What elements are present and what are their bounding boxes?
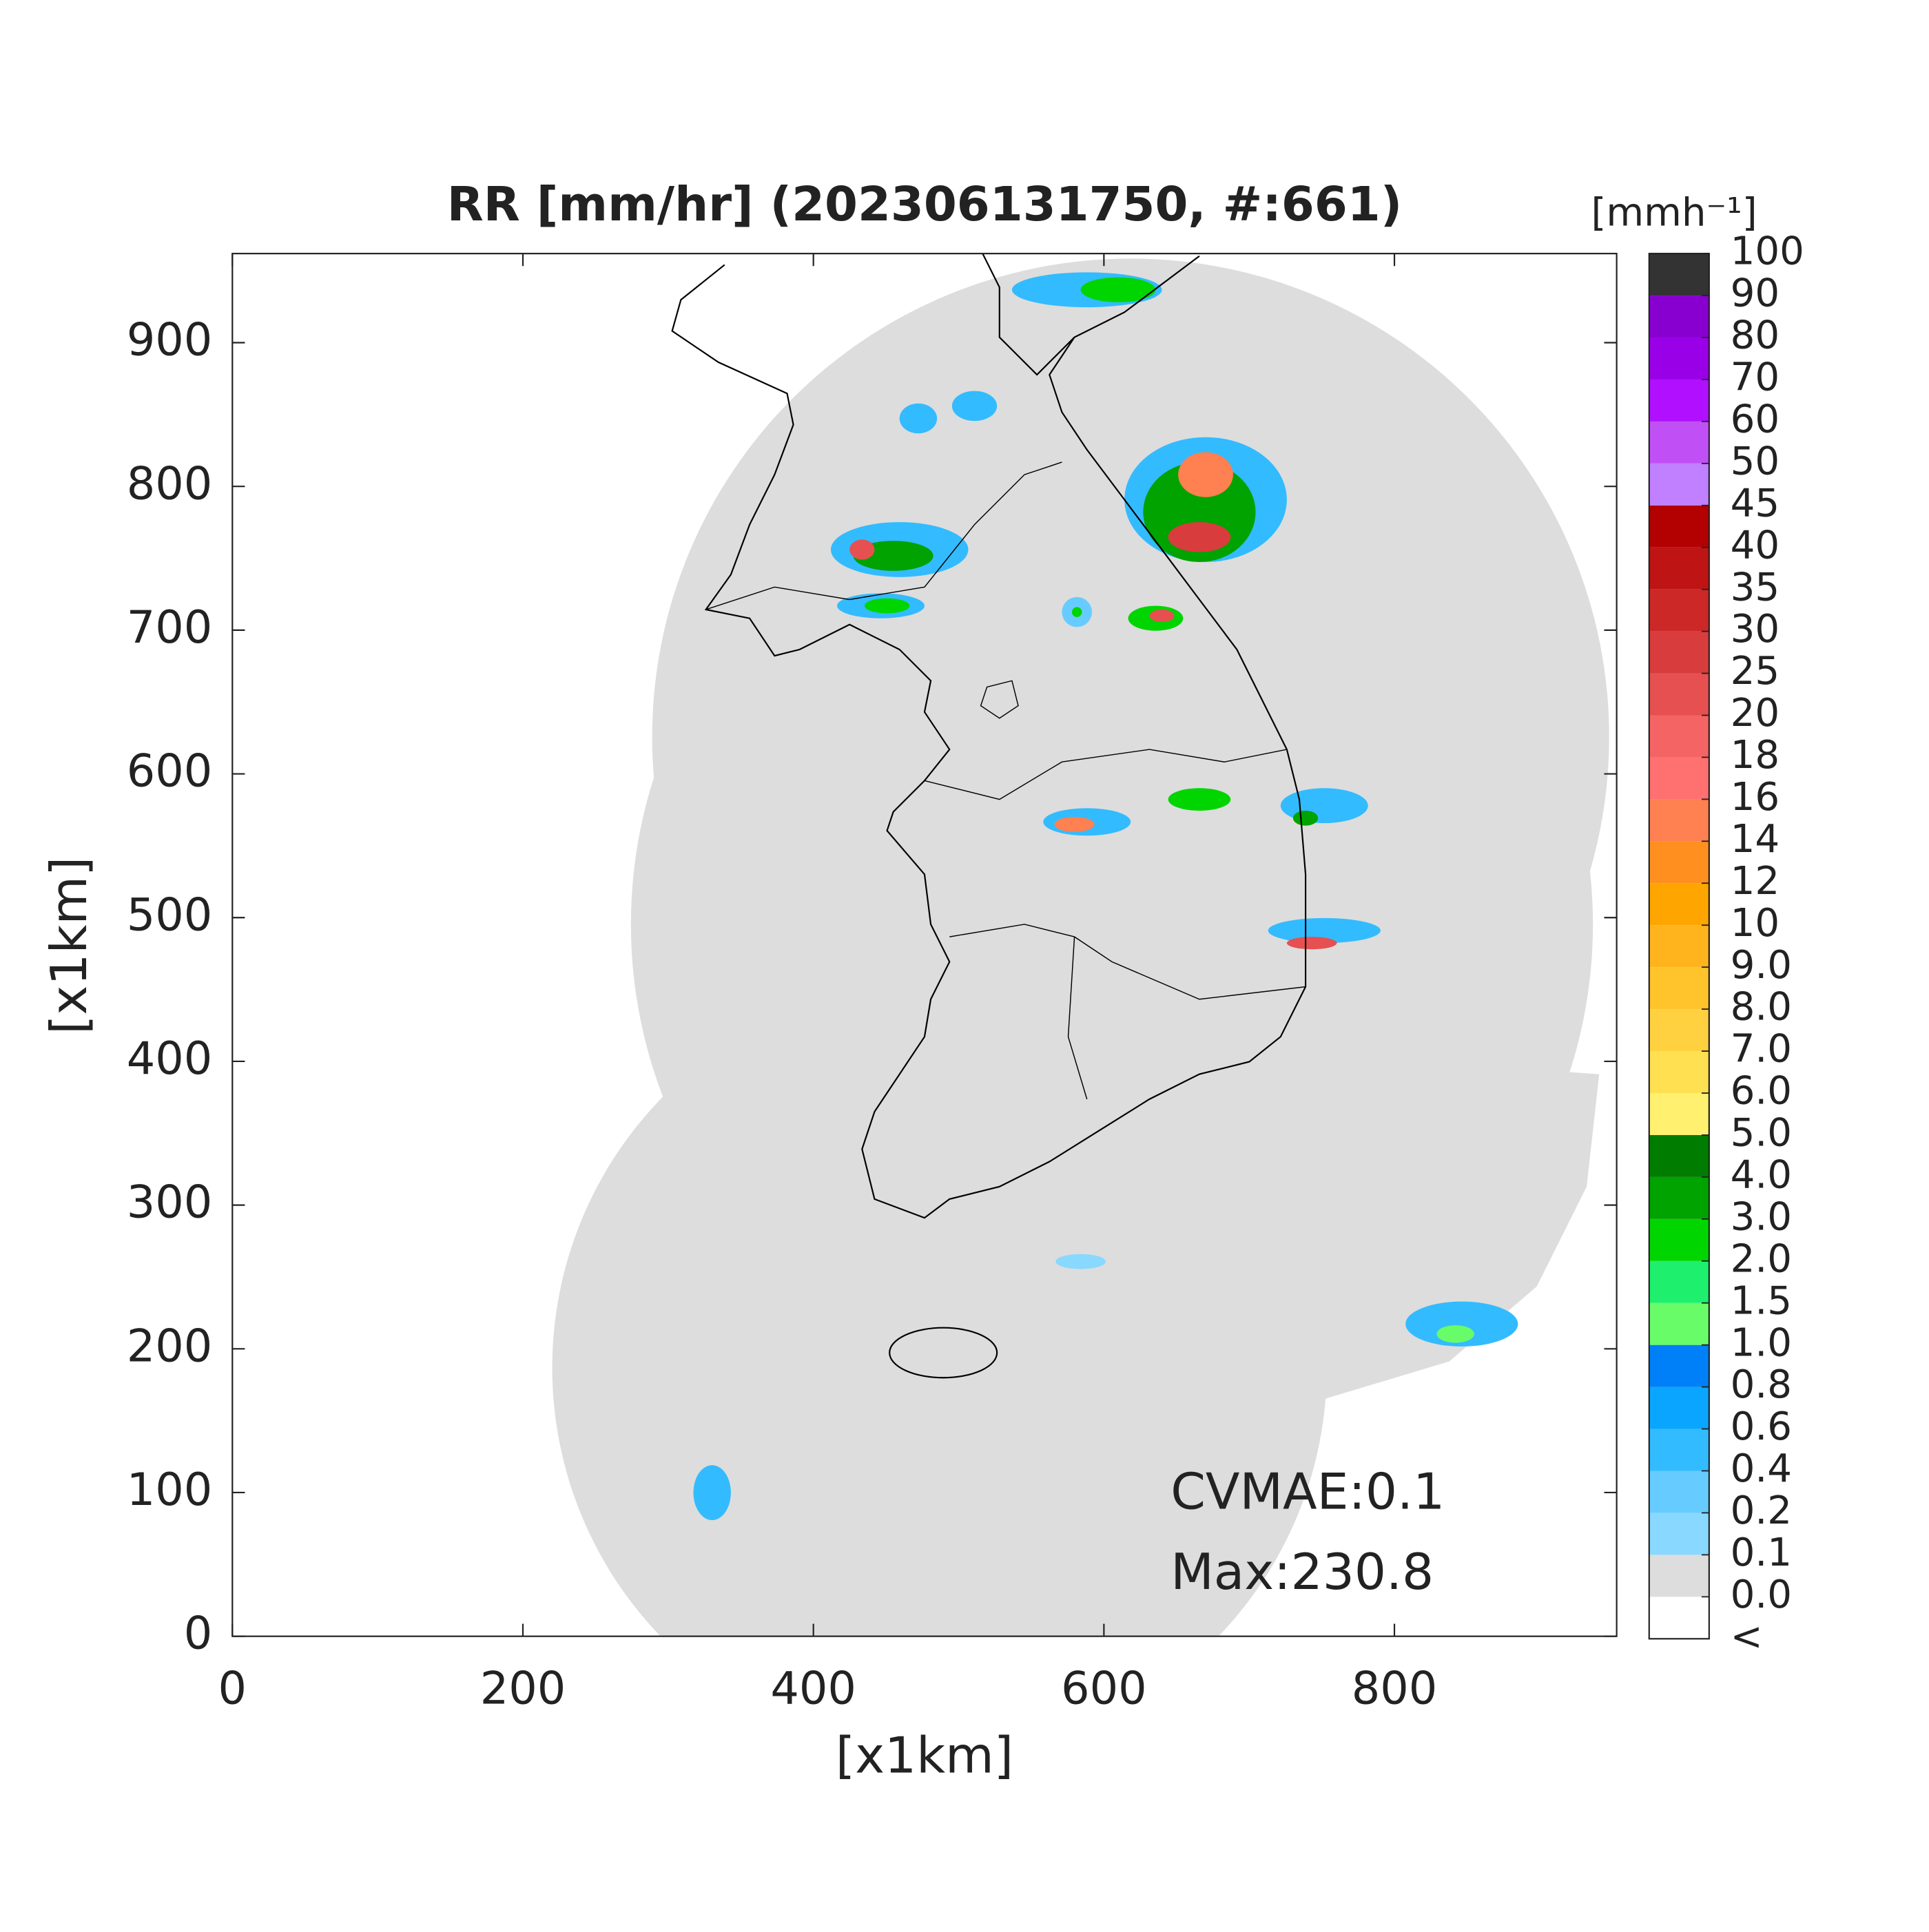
colorbar-segment — [1649, 967, 1709, 1010]
colorbar-tick-label: 9.0 — [1731, 943, 1792, 988]
colorbar-tick-label: 2.0 — [1731, 1236, 1792, 1281]
x-tick-label: 600 — [1061, 1663, 1147, 1715]
colorbar-segment — [1649, 1344, 1709, 1387]
colorbar-segment — [1649, 1009, 1709, 1052]
colorbar-segment — [1649, 1597, 1709, 1639]
colorbar-label: [mmh⁻¹] — [1591, 191, 1757, 236]
colorbar-segment — [1649, 715, 1709, 758]
colorbar-segment — [1649, 1386, 1709, 1429]
colorbar-tick-label: 35 — [1731, 565, 1780, 610]
colorbar-tick-label: 90 — [1731, 271, 1780, 316]
x-tick-label: 400 — [770, 1663, 856, 1715]
colorbar-segment — [1649, 1555, 1709, 1597]
colorbar-segment — [1649, 1134, 1709, 1177]
x-tick-label: 800 — [1352, 1663, 1438, 1715]
x-tick-label: 0 — [218, 1663, 247, 1715]
colorbar-tick-label: 50 — [1731, 439, 1780, 484]
annotation: Max:230.8 — [1170, 1544, 1434, 1601]
colorbar-tick-label: 100 — [1731, 229, 1804, 274]
colorbar-segment — [1649, 841, 1709, 884]
y-tick-label: 200 — [127, 1320, 213, 1372]
y-tick-label: 900 — [127, 314, 213, 366]
colorbar-segment — [1649, 1429, 1709, 1471]
colorbar-tick-label: 0.1 — [1731, 1530, 1792, 1575]
colorbar-tick-label: 5.0 — [1731, 1111, 1792, 1156]
colorbar-tick-label: 0.4 — [1731, 1446, 1792, 1491]
radar-coverage — [552, 258, 1609, 1637]
y-tick-label: 800 — [127, 457, 213, 510]
colorbar-segment — [1649, 547, 1709, 590]
colorbar-segment — [1649, 1302, 1709, 1345]
colorbar-tick-label: 0.2 — [1731, 1488, 1792, 1533]
colorbar-segment — [1649, 1471, 1709, 1513]
colorbar-tick-label: 40 — [1731, 523, 1780, 568]
colorbar-segment — [1649, 1513, 1709, 1555]
colorbar-segment — [1649, 1176, 1709, 1219]
colorbar-tick-label: 6.0 — [1731, 1069, 1792, 1114]
annotation: CVMAE:0.1 — [1170, 1464, 1445, 1521]
y-tick-label: 600 — [127, 745, 213, 798]
colorbar-segment — [1649, 253, 1709, 296]
colorbar-segment — [1649, 883, 1709, 926]
colorbar-segment — [1649, 757, 1709, 800]
colorbar-tick-label: 7.0 — [1731, 1027, 1792, 1072]
colorbar-segment — [1649, 1260, 1709, 1303]
colorbar-segment — [1649, 925, 1709, 968]
y-tick-label: 400 — [127, 1032, 213, 1085]
colorbar-segment — [1649, 463, 1709, 506]
radar-map — [552, 253, 1609, 1637]
colorbar-tick-label: 16 — [1731, 775, 1780, 820]
colorbar-tick-label: 4.0 — [1731, 1153, 1792, 1198]
colorbar-tick-label: 12 — [1731, 859, 1780, 904]
colorbar-tick-label: 0.8 — [1731, 1362, 1792, 1407]
colorbar-segment — [1649, 295, 1709, 338]
colorbar-segment — [1649, 421, 1709, 464]
y-tick-label: 300 — [127, 1176, 213, 1229]
colorbar-frame — [1648, 253, 1710, 1640]
colorbar-segment — [1649, 799, 1709, 842]
colorbar-segment — [1649, 1051, 1709, 1094]
colorbar-tick-label: 14 — [1731, 817, 1780, 862]
y-tick-label: 0 — [184, 1608, 213, 1660]
colorbar-segment — [1649, 631, 1709, 674]
colorbar-segment — [1649, 589, 1709, 632]
colorbar-segment — [1649, 379, 1709, 422]
colorbar-tick-label: 1.0 — [1731, 1320, 1792, 1365]
colorbar-tick-label: 10 — [1731, 901, 1780, 946]
y-tick-label: 100 — [127, 1464, 213, 1516]
colorbar-tick-label: 25 — [1731, 649, 1780, 694]
y-tick-label: 700 — [127, 601, 213, 654]
colorbar-tick-label: 0.0 — [1731, 1572, 1792, 1617]
colorbar-tick-label: 8.0 — [1731, 985, 1792, 1030]
plot-frame — [231, 253, 1618, 1637]
colorbar-tick-label: 30 — [1731, 607, 1780, 652]
colorbar-tick-label: 18 — [1731, 733, 1780, 778]
x-axis-label: [x1km] — [836, 1727, 1013, 1785]
colorbar-tick-label: 0.6 — [1731, 1404, 1792, 1449]
y-axis-label: [x1km] — [41, 857, 99, 1035]
y-tick-label: 500 — [127, 889, 213, 941]
colorbar-tick-label: 80 — [1731, 313, 1780, 358]
x-tick-label: 200 — [480, 1663, 566, 1715]
colorbar-segment — [1649, 1093, 1709, 1135]
colorbar-tick-label: 20 — [1731, 691, 1780, 736]
colorbar-segment — [1649, 337, 1709, 380]
colorbar-segment — [1649, 505, 1709, 548]
precipitation — [693, 272, 1518, 1520]
colorbar-segment — [1649, 673, 1709, 716]
colorbar-tick-label: 1.5 — [1731, 1278, 1792, 1323]
colorbar-tick-label: 70 — [1731, 355, 1780, 400]
colorbar-tick-label: < — [1731, 1614, 1763, 1659]
colorbar-tick-label: 45 — [1731, 481, 1780, 526]
colorbar-tick-label: 60 — [1731, 397, 1780, 442]
coastline — [671, 253, 1307, 1379]
colorbar-tick-label: 3.0 — [1731, 1194, 1792, 1239]
chart-title: RR [mm/hr] (202306131750, #:661) — [447, 177, 1403, 232]
colorbar-segment — [1649, 1218, 1709, 1261]
